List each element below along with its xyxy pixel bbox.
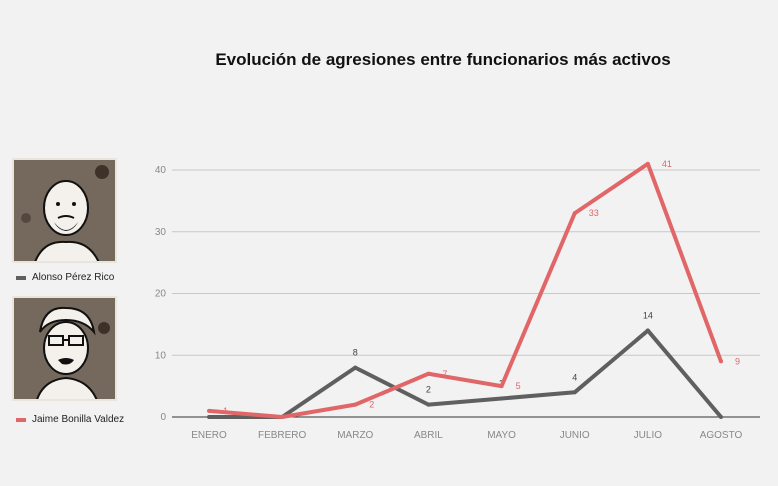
data-label: 8 <box>353 348 358 358</box>
data-label: 5 <box>516 381 521 391</box>
y-tick-label: 30 <box>155 227 167 238</box>
y-tick-label: 10 <box>155 350 167 361</box>
y-tick-label: 20 <box>155 289 167 300</box>
legend-label: Alonso Pérez Rico <box>32 272 115 283</box>
data-label: 41 <box>662 159 672 169</box>
data-label: 7 <box>442 369 447 379</box>
legend-label: Jaime Bonilla Valdez <box>32 414 125 425</box>
data-point <box>572 211 577 216</box>
legend-item-alonso: Alonso Pérez Rico <box>16 272 114 283</box>
y-tick-label: 0 <box>160 412 166 423</box>
data-label: 2 <box>426 385 431 395</box>
legend-swatch <box>16 417 26 422</box>
data-point <box>207 415 211 419</box>
data-label: 2 <box>369 400 374 410</box>
data-point <box>426 371 431 376</box>
data-label: 1 <box>223 406 228 416</box>
series-line <box>208 161 723 419</box>
x-tick-label: AGOSTO <box>700 430 743 441</box>
x-tick-label: MARZO <box>337 430 373 441</box>
x-tick-label: ENERO <box>191 430 227 441</box>
series-line <box>209 328 723 419</box>
x-tick-label: MAYO <box>487 430 516 441</box>
data-point <box>207 408 211 413</box>
data-point <box>719 415 723 419</box>
legend-item-jaime: Jaime Bonilla Valdez <box>16 414 124 425</box>
data-point <box>499 396 504 401</box>
data-label: 33 <box>589 208 599 218</box>
legend-swatch <box>16 275 26 280</box>
x-tick-label: ABRIL <box>414 430 443 441</box>
data-point <box>353 402 358 407</box>
data-label: 4 <box>572 372 577 382</box>
data-point <box>719 359 723 364</box>
data-point <box>280 415 285 419</box>
chart-title: Evolución de agresiones entre funcionari… <box>215 50 671 69</box>
data-point <box>645 161 650 166</box>
data-point <box>572 390 577 395</box>
x-tick-label: FEBRERO <box>258 430 307 441</box>
data-point <box>353 365 358 370</box>
data-label: 9 <box>735 356 740 366</box>
x-tick-label: JUNIO <box>560 430 590 441</box>
data-point <box>426 402 431 407</box>
data-label: 14 <box>643 311 653 321</box>
x-tick-label: JULIO <box>634 430 663 441</box>
cartoon-portrait-man-glasses <box>12 296 117 401</box>
y-tick-label: 40 <box>155 165 167 176</box>
data-point <box>645 328 650 333</box>
data-point <box>499 384 504 389</box>
cartoon-portrait-bald-man <box>12 158 117 263</box>
